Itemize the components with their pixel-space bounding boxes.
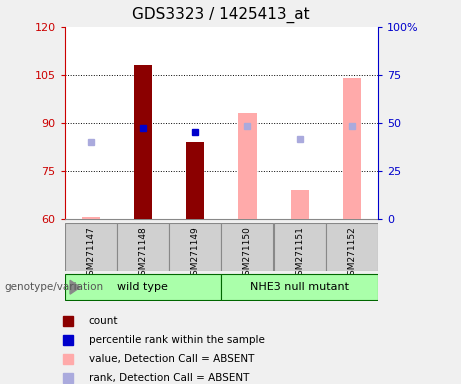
- Polygon shape: [70, 280, 80, 294]
- FancyBboxPatch shape: [326, 223, 378, 271]
- FancyBboxPatch shape: [221, 223, 273, 271]
- Text: rank, Detection Call = ABSENT: rank, Detection Call = ABSENT: [89, 373, 249, 383]
- Text: GSM271151: GSM271151: [295, 227, 304, 281]
- Text: genotype/variation: genotype/variation: [5, 282, 104, 292]
- Text: NHE3 null mutant: NHE3 null mutant: [250, 282, 349, 292]
- Text: GSM271152: GSM271152: [348, 227, 356, 281]
- Title: GDS3323 / 1425413_at: GDS3323 / 1425413_at: [132, 7, 310, 23]
- FancyBboxPatch shape: [65, 274, 221, 300]
- Text: count: count: [89, 316, 118, 326]
- Bar: [343, 78, 361, 219]
- Bar: [82, 217, 100, 219]
- Bar: [290, 190, 309, 219]
- Text: GSM271150: GSM271150: [243, 227, 252, 281]
- FancyBboxPatch shape: [117, 223, 169, 271]
- Bar: [238, 113, 256, 219]
- FancyBboxPatch shape: [169, 223, 221, 271]
- Text: GSM271148: GSM271148: [138, 227, 148, 281]
- Text: wild type: wild type: [118, 282, 168, 292]
- Text: value, Detection Call = ABSENT: value, Detection Call = ABSENT: [89, 354, 254, 364]
- FancyBboxPatch shape: [274, 223, 325, 271]
- Text: GSM271147: GSM271147: [86, 227, 95, 281]
- FancyBboxPatch shape: [221, 274, 378, 300]
- Bar: [186, 142, 204, 219]
- Text: percentile rank within the sample: percentile rank within the sample: [89, 335, 265, 345]
- Bar: [134, 65, 152, 219]
- Text: GSM271149: GSM271149: [191, 227, 200, 281]
- FancyBboxPatch shape: [65, 223, 117, 271]
